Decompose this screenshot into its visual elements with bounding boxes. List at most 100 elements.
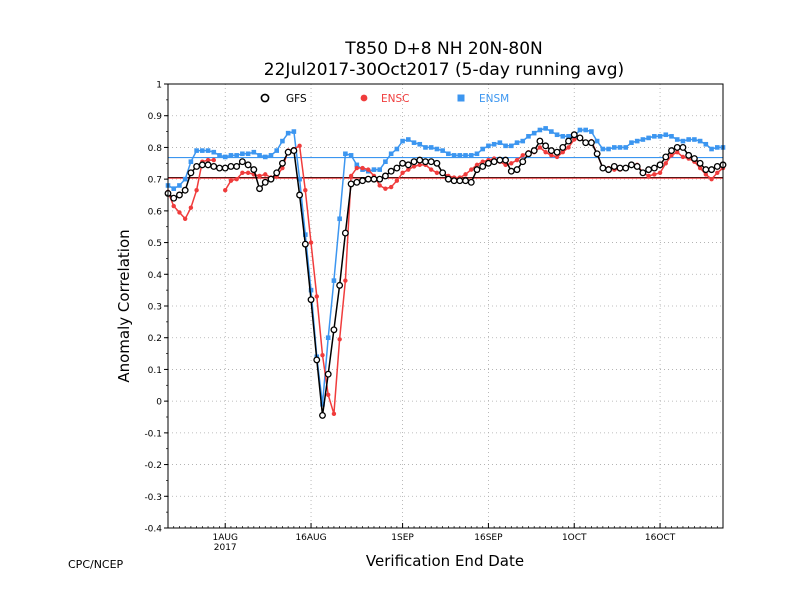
point-ensm: [486, 143, 491, 149]
point-ensm: [297, 176, 302, 182]
point-ensm: [674, 137, 680, 142]
point-gfs: [610, 163, 618, 170]
y-tick-label: 0.8: [148, 144, 163, 154]
point-ensc: [680, 154, 686, 160]
point-gfs: [244, 161, 252, 169]
point-ensc: [480, 159, 485, 164]
point-ensm: [640, 137, 646, 142]
point-ensc: [205, 157, 211, 163]
point-gfs: [290, 147, 298, 155]
point-ensc: [383, 186, 388, 191]
point-gfs: [650, 164, 658, 172]
point-ensm: [663, 132, 669, 138]
point-ensc: [663, 161, 668, 166]
y-tick-label: 0.5: [148, 239, 162, 249]
point-ensm: [320, 402, 325, 407]
point-ensc: [474, 162, 480, 168]
point-gfs: [370, 175, 378, 183]
legend-label-ensm: ENSM: [479, 93, 509, 105]
point-gfs: [233, 163, 241, 170]
point-ensm: [537, 127, 543, 133]
point-gfs: [467, 178, 475, 186]
point-gfs: [324, 370, 332, 378]
point-ensm: [211, 149, 217, 155]
point-ensm: [268, 153, 274, 158]
point-ensm: [531, 130, 537, 136]
x-tick-label: 16AUG: [295, 533, 326, 543]
point-ensc: [245, 170, 251, 175]
point-ensc: [320, 352, 325, 358]
point-ensm: [331, 278, 337, 283]
point-gfs: [319, 411, 326, 419]
point-gfs: [181, 186, 189, 194]
point-ensm: [177, 183, 182, 188]
series-gfs: [164, 131, 727, 419]
y-tick-label: 0.6: [148, 207, 163, 217]
point-ensm: [188, 159, 194, 164]
point-gfs: [198, 161, 206, 169]
point-ensc: [709, 176, 714, 182]
point-ensc: [240, 170, 245, 175]
point-gfs: [353, 178, 361, 186]
point-ensc: [263, 172, 268, 177]
point-ensm: [303, 232, 308, 237]
point-ensm: [549, 129, 554, 134]
point-gfs: [284, 148, 292, 156]
point-ensc: [417, 162, 422, 168]
point-gfs: [387, 167, 395, 175]
point-ensm: [543, 126, 548, 131]
point-ensm: [634, 138, 640, 144]
point-ensm: [423, 145, 428, 150]
point-gfs: [439, 169, 447, 177]
series-layer: [164, 126, 727, 419]
point-gfs: [473, 166, 481, 174]
point-gfs: [422, 158, 429, 166]
point-gfs: [250, 166, 258, 174]
point-gfs: [399, 159, 407, 167]
point-gfs: [433, 159, 441, 167]
y-tick-label: 0.3: [148, 303, 162, 313]
point-ensm: [463, 153, 468, 158]
point-ensc: [463, 172, 468, 177]
plot-frame: [167, 83, 724, 529]
point-ensm: [577, 127, 583, 133]
point-ensc: [543, 149, 548, 155]
point-ensm: [468, 153, 474, 158]
point-ensm: [291, 129, 297, 134]
x-tick-label-year: 2017: [214, 543, 237, 553]
point-ensc: [303, 188, 308, 193]
y-tick-label: 0.9: [148, 112, 163, 122]
x-tick-label: 1SEP: [391, 533, 414, 543]
point-ensc: [394, 178, 400, 183]
point-gfs: [238, 158, 246, 166]
point-gfs: [187, 169, 195, 177]
point-gfs: [444, 175, 452, 183]
point-gfs: [496, 156, 504, 164]
point-ensm: [629, 140, 634, 145]
point-ensm: [497, 140, 503, 145]
point-ensm: [262, 154, 268, 160]
point-gfs: [427, 158, 435, 166]
point-gfs: [690, 155, 698, 162]
point-ensm: [646, 135, 651, 141]
point-ensm: [222, 154, 228, 160]
point-ensm: [383, 159, 388, 164]
point-ensc: [308, 240, 314, 245]
point-gfs: [582, 139, 590, 147]
point-ensm: [343, 151, 348, 157]
y-axis: -0.4 -0.3 -0.2 -0.1 0 0.1 0.2 0.3 0.4 0.5 0.6 0.7 0.…: [144, 81, 168, 535]
point-gfs: [416, 156, 424, 164]
y-tick-label: -0.3: [144, 493, 162, 503]
point-ensm: [240, 151, 245, 157]
legend-label-ensc: ENSC: [381, 93, 410, 105]
point-ensm: [594, 138, 600, 144]
point-ensc: [697, 165, 703, 171]
point-ensm: [434, 146, 440, 152]
point-gfs: [713, 163, 721, 170]
point-ensm: [503, 143, 508, 149]
point-gfs: [536, 137, 544, 145]
point-ensm: [611, 145, 617, 150]
legend-item-gfs: GFS: [260, 93, 307, 105]
point-ensm: [354, 162, 360, 168]
point-gfs: [336, 281, 344, 289]
